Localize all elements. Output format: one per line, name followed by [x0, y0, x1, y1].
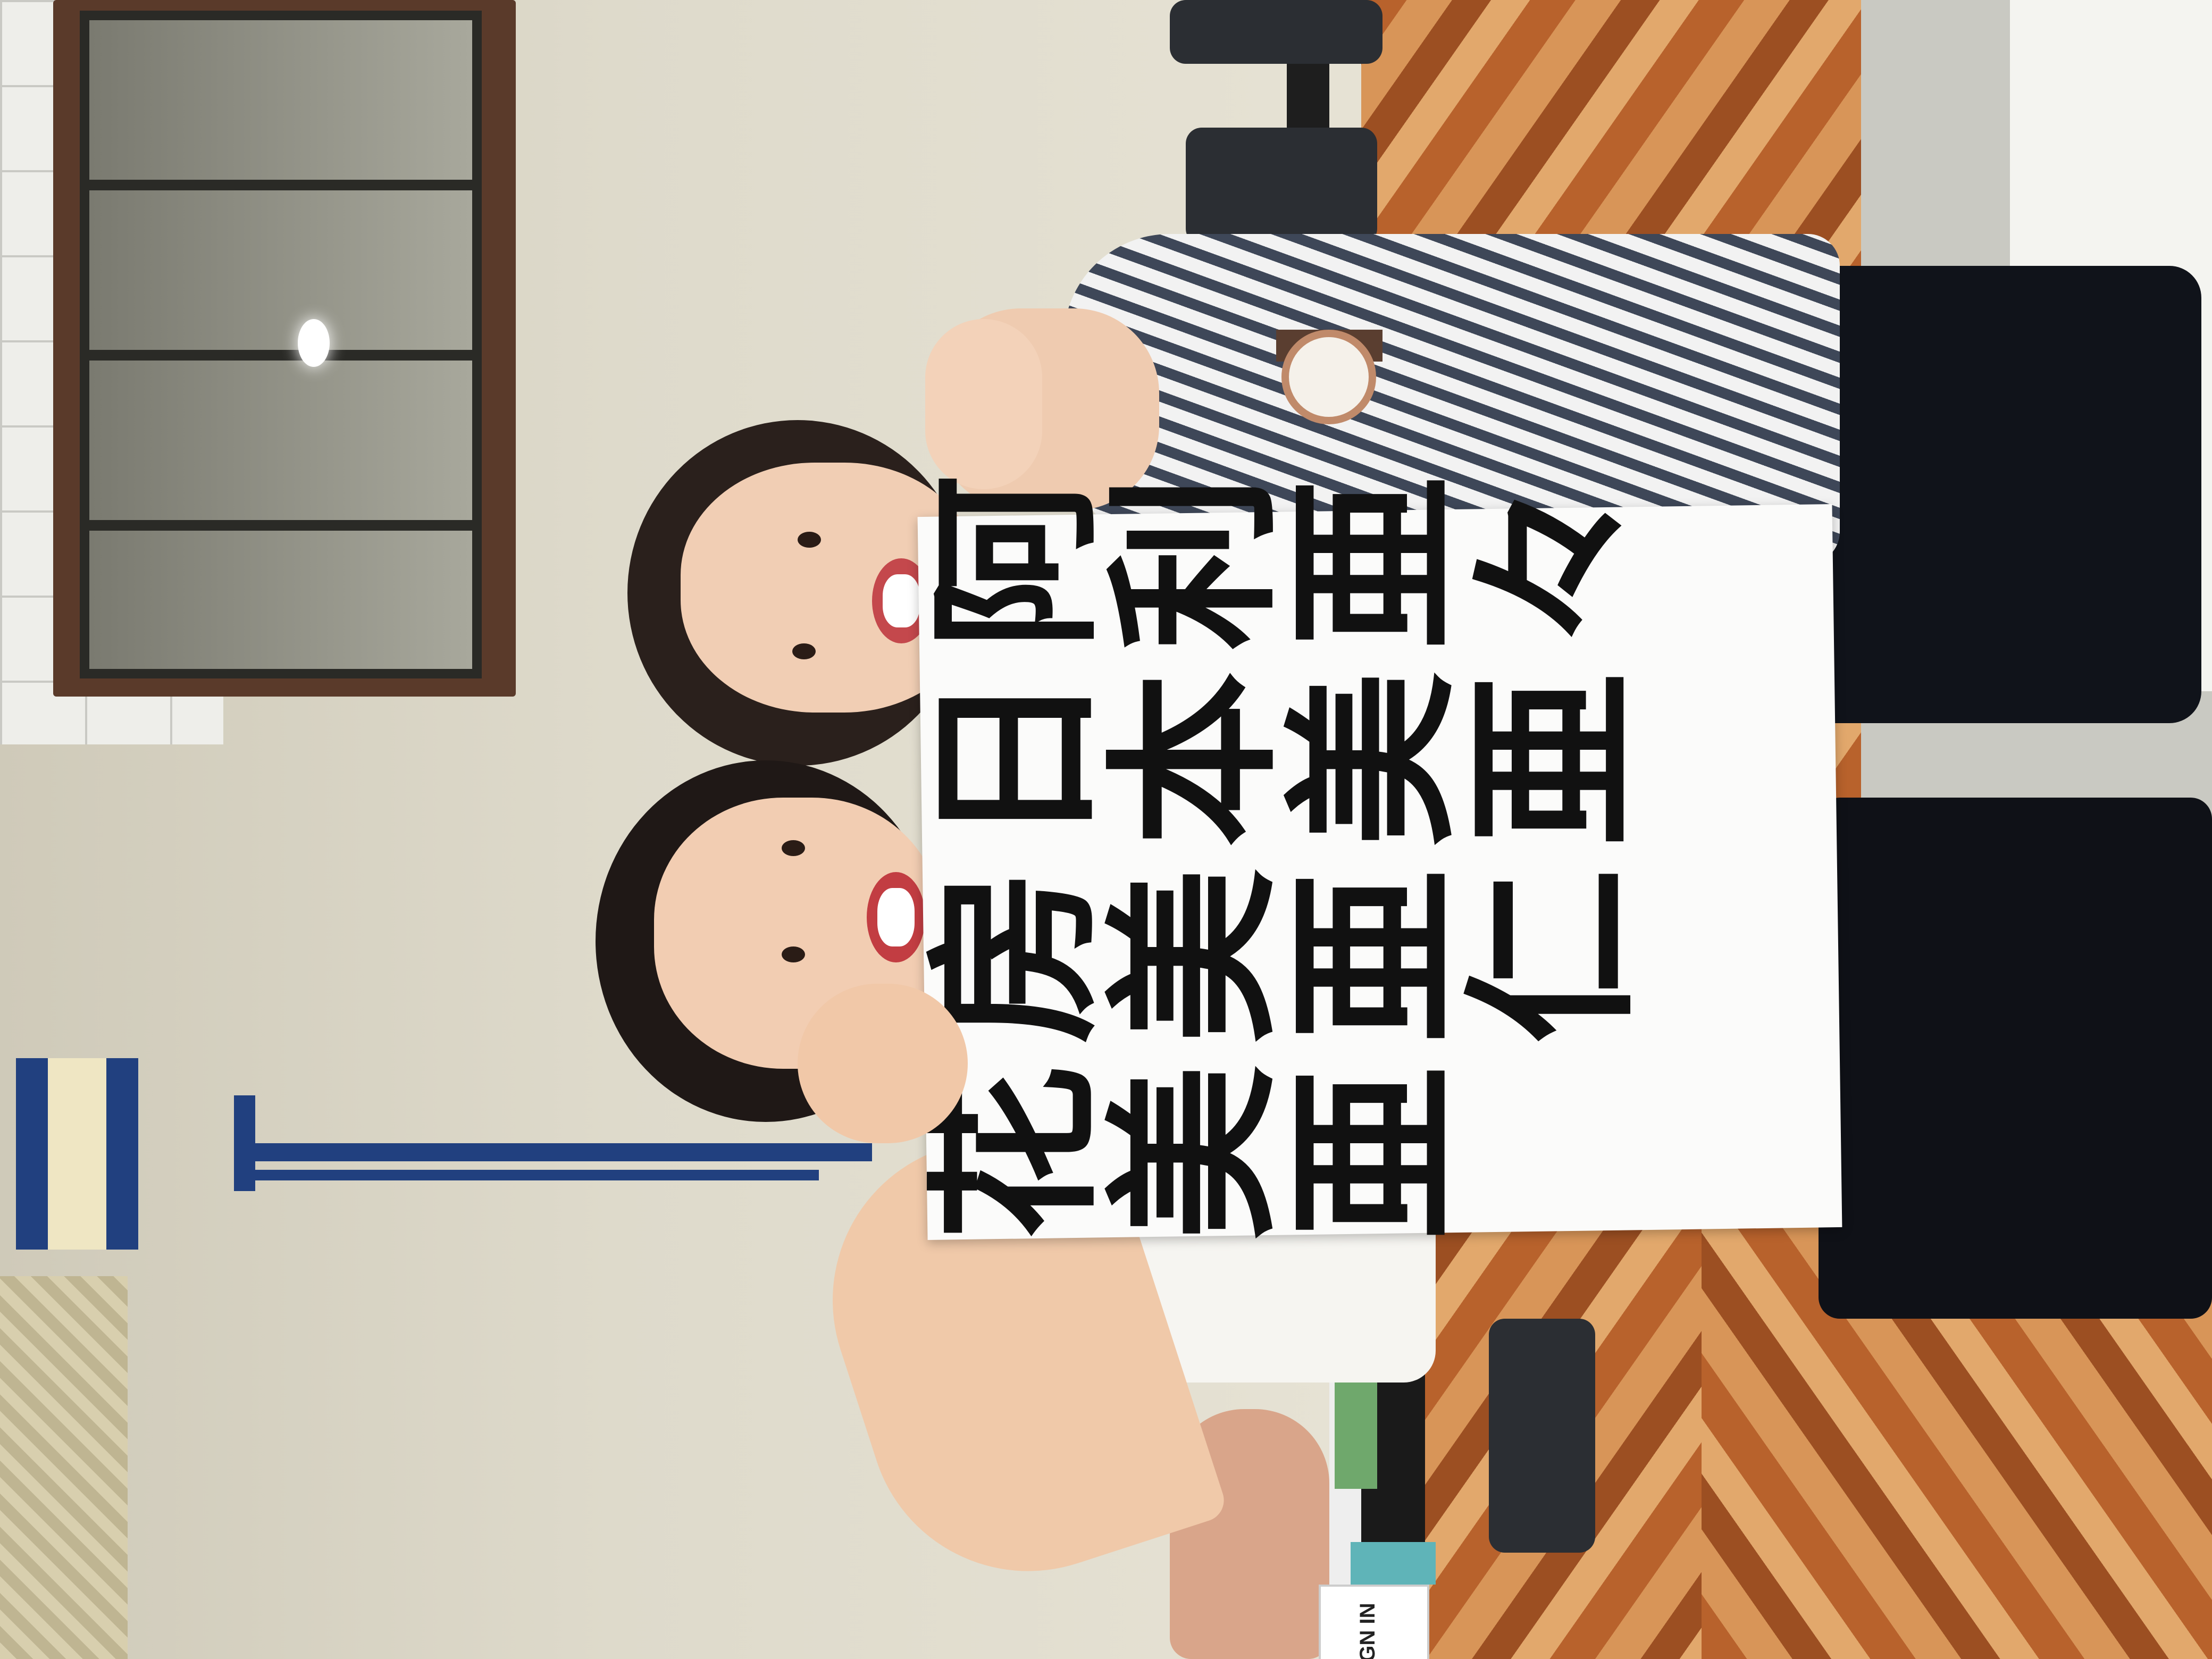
fist	[798, 984, 968, 1143]
ceiling-light	[298, 319, 330, 367]
teal-box	[1351, 1542, 1436, 1585]
eye	[782, 840, 805, 856]
wall-trim-stripe	[234, 1170, 819, 1180]
wall-trim-stripe	[234, 1143, 872, 1161]
window-pane	[80, 351, 482, 530]
eye	[782, 946, 805, 962]
ok-hand	[925, 319, 1042, 489]
eye	[792, 643, 816, 659]
calligraphy-column: 花美亜	[923, 1064, 1460, 1270]
teeth	[883, 574, 920, 627]
calligraphy-column: 阿利亜々	[923, 474, 1639, 680]
chair	[1186, 128, 1377, 245]
calligraphy-text: 阿利亜々 日本美亜 房美亜仁 花美亜	[923, 415, 1741, 1329]
lattice-panel	[0, 1276, 128, 1659]
jeans	[1776, 266, 2201, 723]
window-pane	[80, 11, 482, 189]
chair	[1170, 0, 1382, 64]
eye	[798, 532, 821, 548]
sign-in-text: GN IN	[1356, 1603, 1379, 1659]
wall-trim-blue	[16, 1058, 48, 1250]
wristwatch	[1281, 330, 1376, 424]
jeans	[1819, 798, 2212, 1319]
sign-in-card	[1319, 1585, 1429, 1659]
chair	[1489, 1319, 1595, 1553]
calligraphy-column: 房美亜仁	[923, 867, 1639, 1074]
teeth	[877, 888, 915, 946]
window-pane	[80, 521, 482, 678]
wall-trim-blue	[106, 1058, 138, 1250]
window-pane	[80, 181, 482, 359]
calligraphy-column: 日本美亜	[923, 671, 1639, 877]
wall-trim-step	[234, 1095, 255, 1191]
wall-trim	[48, 1058, 106, 1250]
